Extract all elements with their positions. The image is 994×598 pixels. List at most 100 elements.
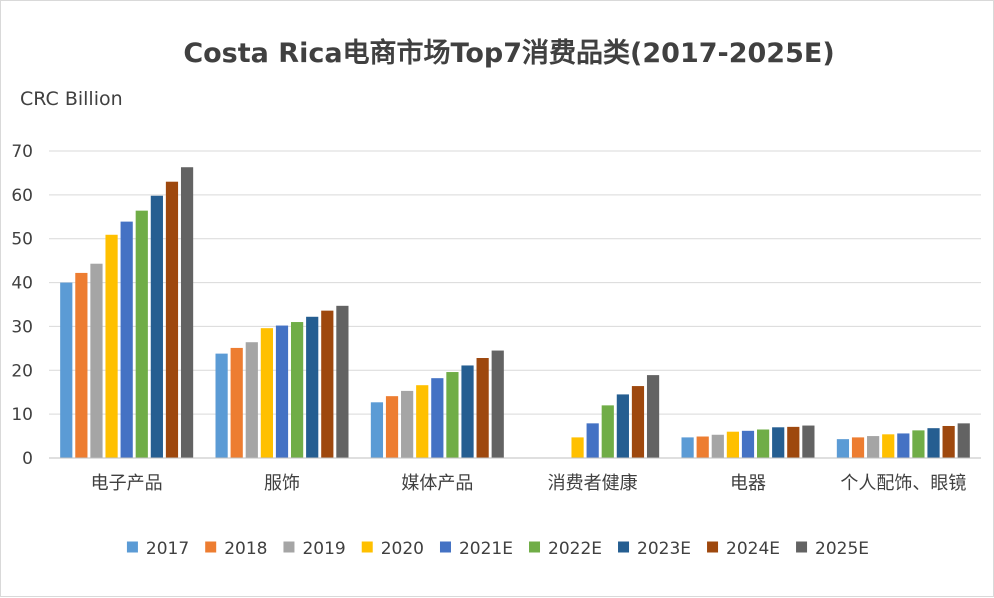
y-tick-label: 60 [11, 186, 33, 206]
bar [957, 423, 970, 458]
bar [772, 427, 785, 458]
legend-label: 2018 [224, 539, 267, 559]
legend-item: 2017 [126, 539, 189, 559]
bar [60, 282, 73, 458]
bar [836, 439, 850, 458]
legend-item: 2022E [529, 539, 602, 559]
y-tick-label: 50 [11, 230, 33, 250]
bar [741, 430, 755, 458]
legend-swatch [707, 541, 719, 553]
bar [336, 305, 349, 458]
bar [90, 263, 103, 458]
bar [291, 322, 304, 458]
bar [230, 347, 243, 458]
legend-label: 2025E [815, 539, 869, 559]
legend-item: 2021E [439, 539, 513, 559]
legend-swatch [126, 541, 138, 553]
bar [446, 372, 459, 458]
y-tick-label: 20 [11, 361, 33, 381]
legend-item: 2018 [205, 539, 267, 559]
bar [726, 431, 739, 458]
bar [942, 425, 955, 458]
bar [431, 378, 444, 458]
y-axis-label: CRC Billion [20, 88, 123, 110]
x-category-label: 媒体产品 [401, 473, 473, 494]
bar [105, 234, 118, 458]
bar [851, 437, 865, 458]
legend-label: 2022E [548, 539, 602, 559]
legend-label: 2019 [302, 539, 345, 559]
legend-swatch [361, 541, 373, 553]
legend: 2017 2018 2019 2020 2021E 2022E 2023E 2024E 2025… [126, 539, 869, 559]
bar [245, 342, 258, 458]
bar [120, 221, 133, 458]
x-axis-categories: 电子产品 服饰 媒体产品 消费者健康 电器 个人配饰、眼镜 [91, 473, 967, 494]
legend-label: 2023E [637, 539, 691, 559]
legend-item: 2023E [618, 539, 691, 559]
bar [275, 325, 289, 458]
legend-swatch [618, 541, 630, 553]
bar [150, 195, 163, 459]
bar [385, 396, 399, 458]
y-tick-label: 30 [11, 317, 33, 337]
bar [787, 426, 800, 458]
legend-item: 2020 [361, 539, 424, 559]
legend-swatch [796, 541, 808, 553]
bar [927, 428, 940, 458]
bar [757, 429, 770, 458]
bar [476, 358, 489, 458]
bar [646, 375, 660, 458]
x-category-label: 服饰 [264, 473, 300, 494]
bar [711, 434, 724, 458]
legend-label: 2021E [459, 539, 513, 559]
legend-label: 2020 [381, 539, 424, 559]
bar [491, 350, 504, 458]
y-axis-ticks: 0 10 20 30 40 50 60 70 [11, 142, 33, 469]
legend-item: 2019 [283, 539, 346, 559]
y-tick-label: 10 [11, 405, 33, 425]
y-tick-label: 40 [11, 274, 33, 294]
x-category-label: 消费者健康 [548, 473, 638, 494]
chart-title: Costa Rica电商市场Top7消费品类(2017-2025E) [183, 37, 834, 69]
bar [180, 167, 194, 459]
bar [631, 386, 645, 458]
bar [571, 437, 584, 458]
bar [370, 402, 384, 458]
bar [601, 405, 614, 458]
bar [321, 310, 334, 458]
bar [75, 272, 88, 458]
x-category-label: 电器 [730, 473, 766, 494]
legend-swatch [529, 541, 541, 553]
bar [616, 394, 629, 458]
legend-item: 2024E [707, 539, 780, 559]
bars [60, 167, 970, 459]
x-category-label: 电子产品 [91, 473, 163, 494]
y-tick-label: 70 [11, 142, 33, 162]
legend-item: 2025E [796, 539, 869, 559]
y-tick-label: 0 [22, 449, 33, 469]
legend-label: 2024E [726, 539, 780, 559]
bar [681, 437, 694, 458]
bar [882, 434, 895, 458]
bar [260, 328, 273, 458]
legend-label: 2017 [146, 539, 189, 559]
x-category-label: 个人配饰、眼镜 [840, 473, 966, 494]
bar [401, 390, 414, 458]
bar [897, 433, 910, 458]
bar [912, 430, 925, 458]
bar [586, 423, 599, 458]
legend-swatch [439, 541, 451, 553]
legend-swatch [283, 541, 295, 553]
bar [215, 353, 228, 458]
legend-swatch [205, 541, 217, 553]
bar [696, 436, 709, 458]
bar [802, 425, 815, 458]
bar [165, 181, 179, 458]
bar [867, 436, 880, 458]
bar [416, 385, 429, 458]
gridlines [49, 150, 981, 415]
bar [135, 210, 148, 458]
bar [306, 316, 319, 458]
